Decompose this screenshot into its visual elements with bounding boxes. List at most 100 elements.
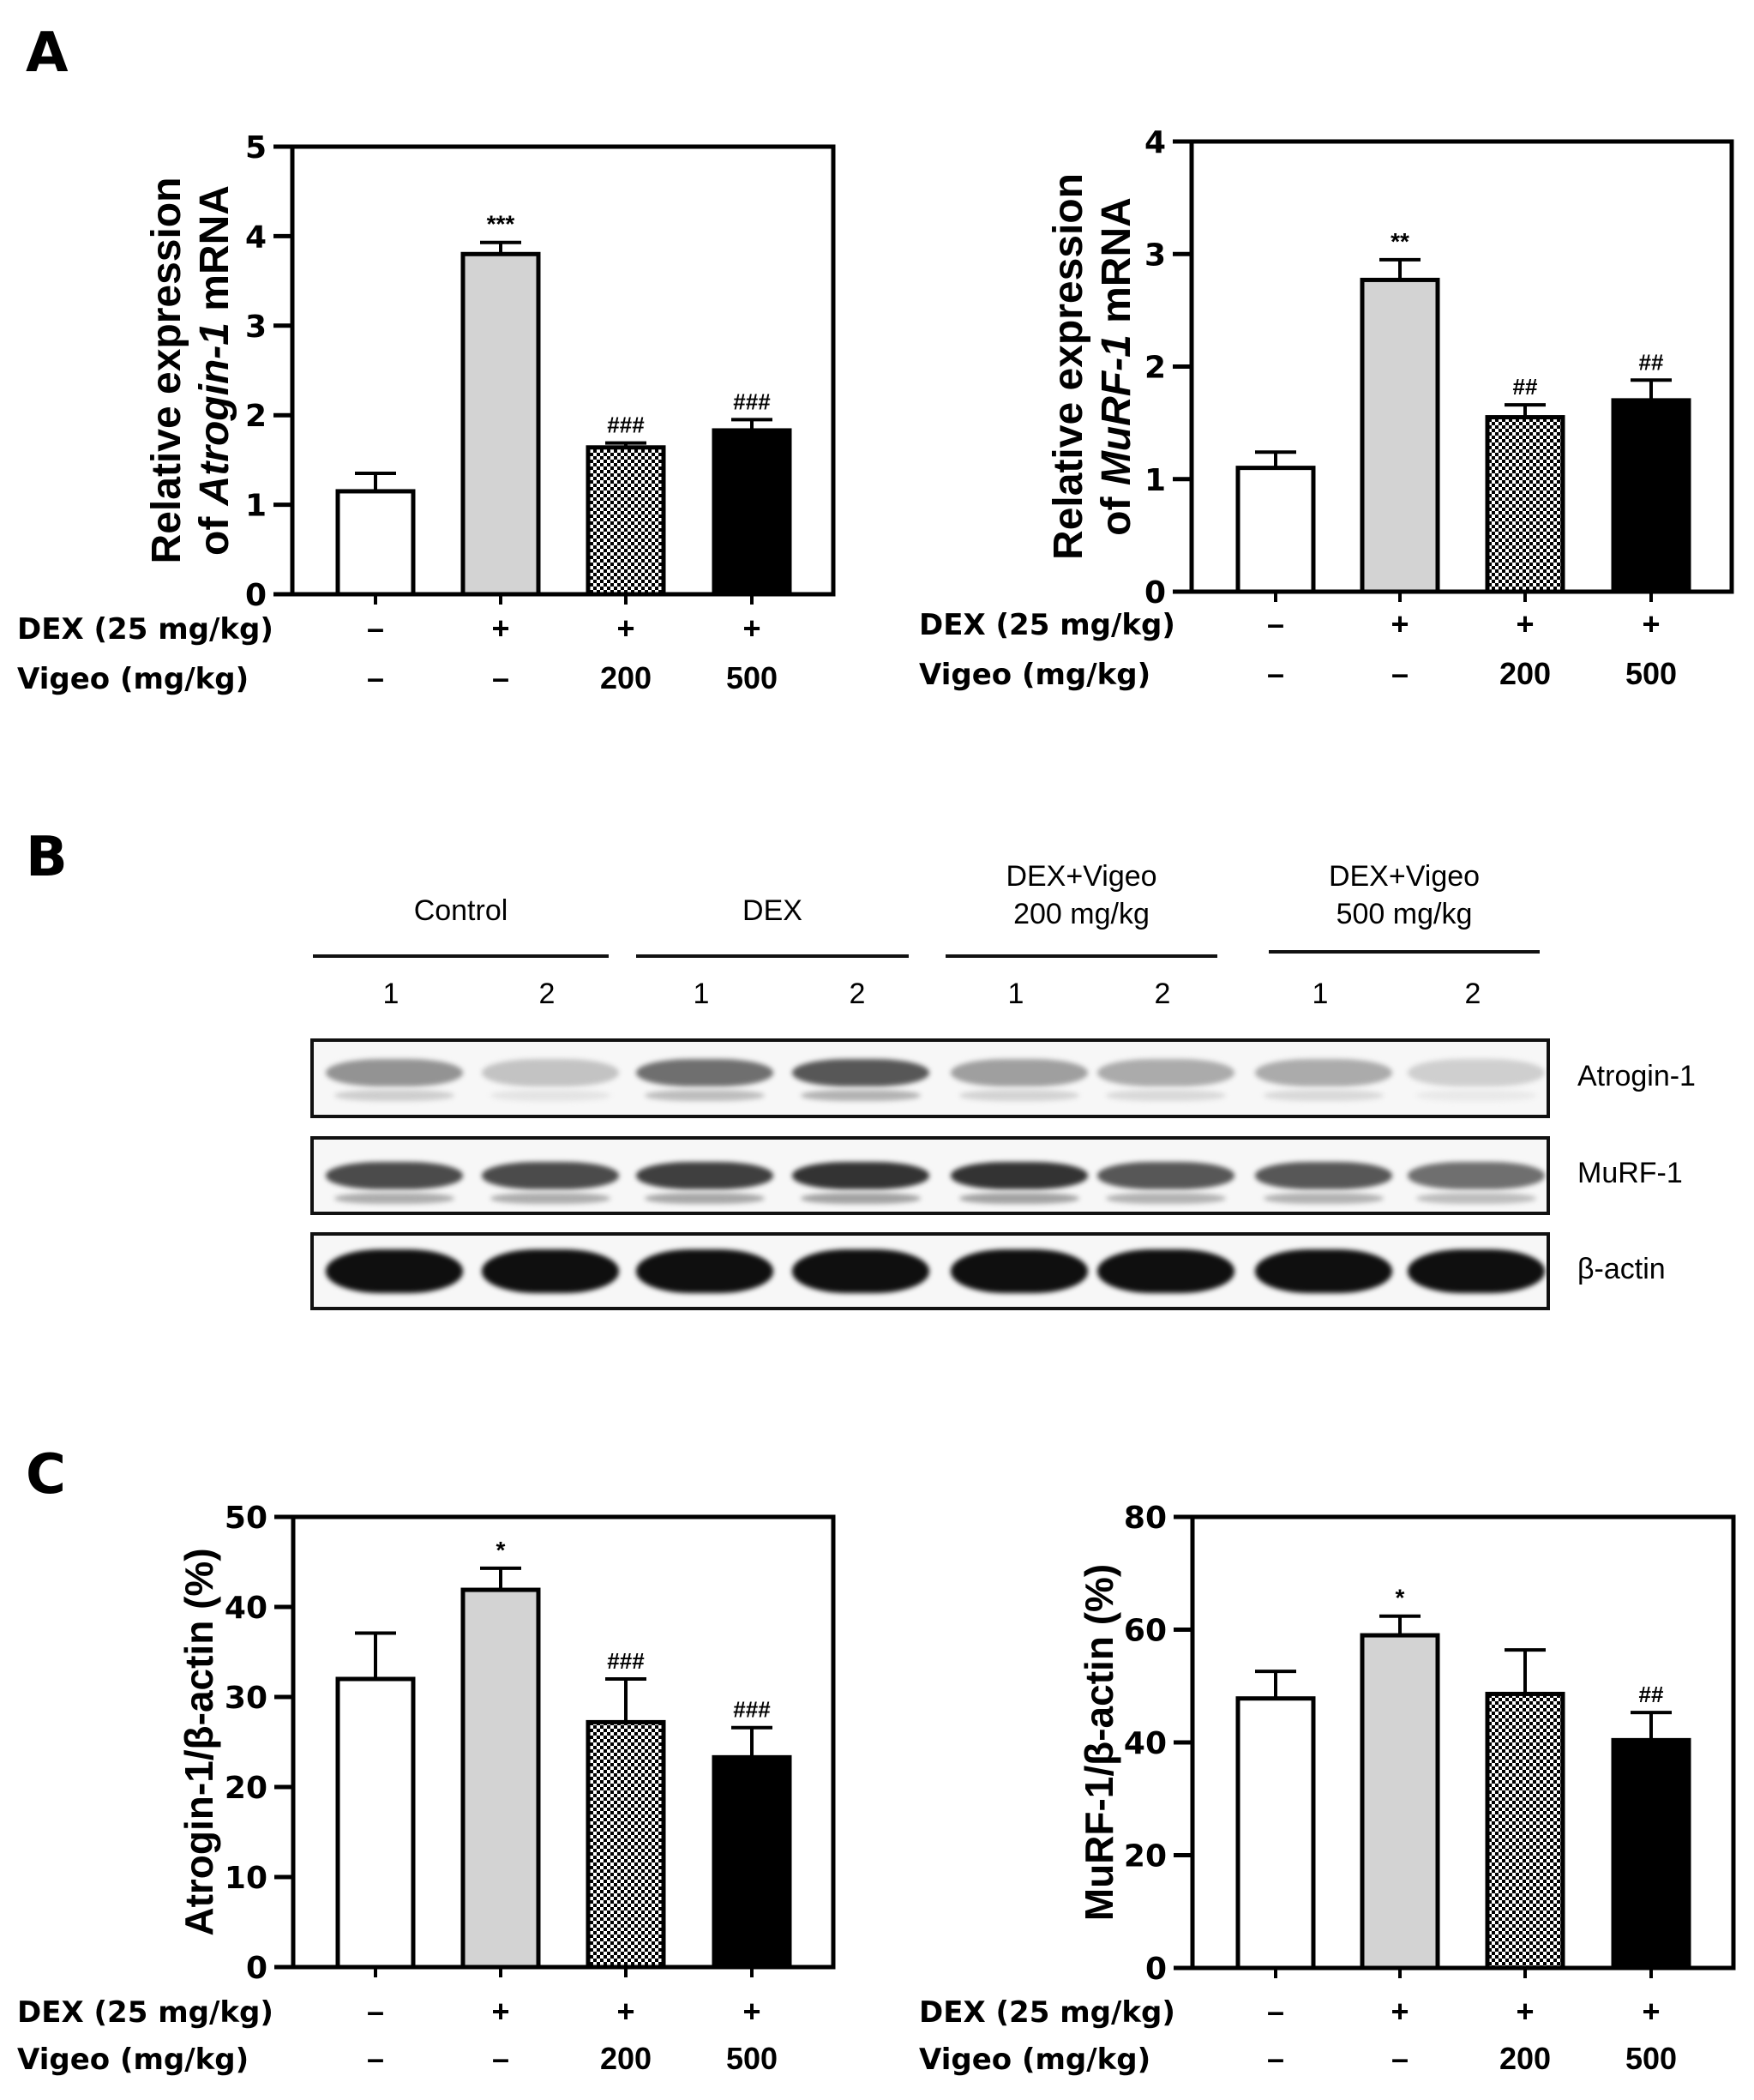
significance-annotation: ***: [487, 211, 515, 238]
blot-group-label: DEX: [742, 894, 802, 927]
vigeo-row-value: 200: [600, 660, 652, 695]
bar-0: [1235, 466, 1316, 594]
protein-band: [636, 1249, 773, 1293]
dex-row-value: +: [491, 1994, 509, 2029]
y-tick-label: 3: [1144, 238, 1166, 273]
dex-row-value: +: [1391, 606, 1409, 641]
protein-band-lower: [334, 1192, 454, 1204]
protein-band: [636, 1059, 773, 1087]
dex-row-value: +: [1642, 606, 1660, 641]
vigeo-row-label: Vigeo (mg/kg): [17, 662, 249, 696]
bar-2: [1485, 1691, 1565, 1971]
bar-1: [1360, 1633, 1440, 1971]
lane-number: 1: [1312, 978, 1329, 1010]
protein-band-lower: [1106, 1192, 1226, 1204]
dex-row-value: +: [616, 1994, 634, 2029]
y-axis-title: MuRF-1/β-actin (%): [1077, 1564, 1121, 1922]
significance-annotation: ###: [607, 1648, 645, 1674]
y-tick-label: 4: [1144, 125, 1166, 160]
vigeo-row-value: 500: [1625, 2041, 1677, 2076]
y-tick-label: 20: [225, 1771, 267, 1806]
bar-2: [586, 1719, 666, 1970]
protein-band: [326, 1162, 463, 1189]
protein-band: [1097, 1249, 1234, 1293]
dex-row-value: +: [1391, 1994, 1409, 2029]
y-tick-label: 3: [245, 310, 267, 345]
vigeo-row-value: –: [367, 2041, 384, 2076]
significance-annotation: *: [496, 1537, 506, 1563]
y-tick-label: 50: [225, 1501, 267, 1536]
bar-0: [335, 489, 416, 597]
protein-band-lower: [959, 1090, 1079, 1102]
dex-row-value: +: [616, 611, 634, 646]
protein-band: [326, 1249, 463, 1293]
blot-group-label: DEX+Vigeo 500 mg/kg: [1328, 860, 1481, 930]
lane-number: 1: [693, 978, 710, 1010]
protein-band-lower: [959, 1192, 1079, 1204]
significance-annotation: ###: [607, 412, 645, 438]
protein-band: [1255, 1162, 1392, 1189]
protein-band: [1097, 1059, 1234, 1087]
vigeo-row-label: Vigeo (mg/kg): [17, 2043, 249, 2077]
protein-band: [482, 1059, 619, 1087]
y-tick-label: 80: [1124, 1501, 1167, 1536]
vigeo-row-value: –: [492, 660, 509, 695]
dex-row-value: +: [1516, 1994, 1534, 2029]
y-tick-label: 0: [245, 578, 267, 613]
y-tick-label: 2: [245, 399, 267, 434]
dex-row-value: –: [1267, 1994, 1284, 2029]
protein-band: [951, 1249, 1088, 1293]
blot-strip--actin: [310, 1232, 1550, 1310]
protein-band: [1255, 1249, 1392, 1293]
bar-3: [712, 428, 792, 597]
significance-annotation: ###: [733, 388, 771, 414]
blot-strip-atrogin-1: [310, 1038, 1550, 1118]
dex-row-value: +: [1642, 1994, 1660, 2029]
y-tick-label: 60: [1124, 1614, 1167, 1649]
lane-number: 2: [538, 978, 556, 1010]
y-axis-title-line2: of MuRF-1 mRNA: [1094, 197, 1139, 536]
vigeo-row-label: Vigeo (mg/kg): [919, 2043, 1150, 2077]
blot-group-label: Control: [413, 894, 508, 927]
vigeo-row-value: –: [367, 660, 384, 695]
y-axis-title-line2: of Atrogin-1 mRNA: [192, 185, 237, 556]
dex-row-value: –: [367, 611, 384, 646]
blot-group-underline: [946, 954, 1217, 958]
protein-band-lower: [334, 1090, 454, 1102]
dex-row-value: +: [742, 1994, 760, 2029]
dex-row-value: –: [367, 1994, 384, 2029]
blot-group-label: DEX+Vigeo 200 mg/kg: [1006, 860, 1157, 930]
bar-1: [1360, 277, 1440, 594]
lane-number: 1: [382, 978, 399, 1010]
protein-band-lower: [490, 1090, 610, 1102]
protein-band: [326, 1059, 463, 1087]
blot-group-underline: [636, 954, 909, 958]
blot-group-underline: [1269, 950, 1540, 954]
blot-label: β-actin: [1577, 1252, 1666, 1285]
dex-row-value: +: [742, 611, 760, 646]
vigeo-row-value: 200: [1499, 2041, 1551, 2076]
protein-band-lower: [645, 1192, 765, 1204]
protein-band: [1097, 1162, 1234, 1189]
panel-label-c: C: [26, 1443, 66, 1507]
vigeo-row-value: 200: [600, 2041, 652, 2076]
bar-3: [1611, 398, 1691, 594]
bar-3: [712, 1754, 792, 1970]
panel-label-b: B: [26, 826, 68, 889]
protein-band: [1408, 1059, 1545, 1087]
lane-number: 2: [1464, 978, 1481, 1010]
significance-annotation: ##: [1639, 349, 1664, 375]
plot-frame: [290, 144, 836, 597]
protein-band: [1255, 1059, 1392, 1087]
y-tick-label: 4: [245, 220, 267, 255]
y-tick-label: 10: [225, 1861, 267, 1896]
dex-row-label: DEX (25 mg/kg): [919, 1995, 1175, 2030]
protein-band: [792, 1249, 929, 1293]
lane-number: 2: [849, 978, 866, 1010]
protein-band: [951, 1162, 1088, 1189]
bar-1: [460, 251, 541, 597]
dex-row-value: –: [1267, 606, 1284, 641]
